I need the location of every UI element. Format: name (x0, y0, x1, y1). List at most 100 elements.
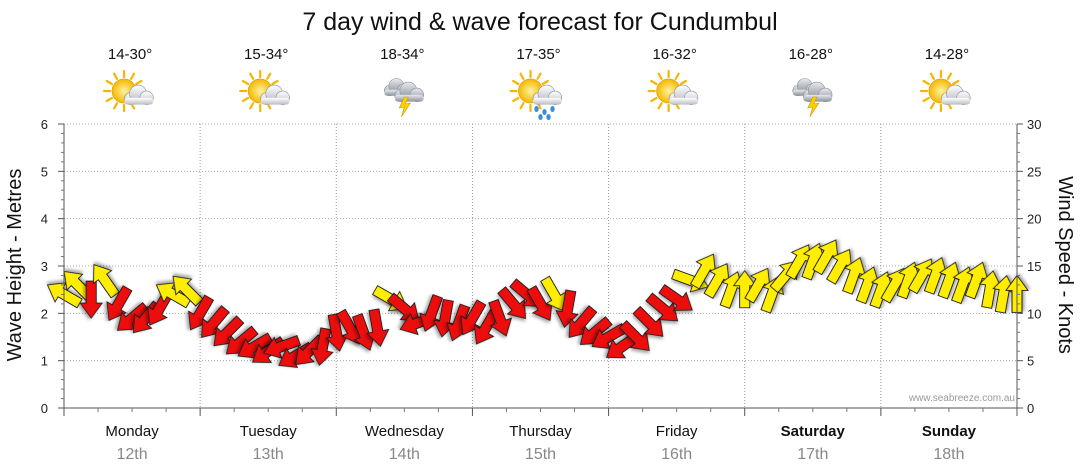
rain-drop (534, 106, 539, 112)
sun-ray (512, 96, 520, 103)
x-date-label: 18th (933, 446, 964, 463)
storm-cloud-icon (792, 78, 833, 118)
sun-ray (105, 96, 114, 103)
sun-ray (922, 96, 930, 103)
wind-arrow (79, 280, 104, 319)
sun-ray (657, 72, 663, 80)
lightning-bolt (398, 96, 411, 118)
wind-arrow (923, 256, 948, 295)
wind-arrow (689, 253, 716, 290)
rain-drop (542, 109, 547, 115)
wind-arrow (325, 313, 349, 352)
rain-drop (550, 106, 555, 112)
temperature-range: 14-28° (925, 46, 969, 63)
y-left-tick-label: 5 (41, 164, 48, 179)
y-right-tick-label: 25 (1027, 164, 1041, 179)
cloud-shape (532, 84, 563, 105)
sun-ray (105, 79, 114, 86)
wind-arrow (618, 320, 650, 351)
y-left-tick-label: 6 (41, 117, 48, 132)
wind-arrow (632, 305, 664, 337)
cloud-shape (124, 84, 154, 105)
x-day-label: Tuesday (240, 423, 297, 440)
wind-arrow (497, 286, 527, 320)
sun-ray (951, 79, 960, 86)
sun-ray (679, 79, 688, 86)
wind-arrow (568, 305, 598, 338)
cloud-base (669, 97, 698, 105)
wind-arrow (555, 289, 579, 329)
x-day-label: Wednesday (365, 423, 444, 440)
cloud-base (260, 97, 290, 105)
cloud-shape (668, 84, 699, 105)
wind-arrow (951, 266, 975, 305)
wind-arrow (526, 285, 553, 322)
wind-arrow (703, 263, 730, 299)
wind-arrow (488, 298, 513, 337)
y-left-tick-label: 0 (41, 401, 48, 416)
x-day-label: Friday (656, 423, 698, 440)
sun-ray (929, 72, 936, 80)
y-right-tick-label: 0 (1027, 401, 1034, 416)
sun-ray (536, 72, 542, 80)
sun-ray (519, 72, 525, 80)
wind-arrow (473, 308, 500, 345)
wind-arrow (732, 269, 757, 309)
wind-arrow (842, 256, 866, 295)
y-left-tick-label: 1 (41, 354, 48, 369)
x-day-label: Thursday (509, 423, 572, 440)
wind-arrows (46, 239, 1029, 368)
wind-arrow (460, 299, 487, 336)
sun-rain-icon (509, 69, 563, 120)
wind-arrow (869, 271, 894, 309)
wind-arrow (106, 285, 133, 322)
temperature-range: 16-32° (652, 46, 696, 63)
wind-arrow (310, 327, 334, 366)
wind-arrow (645, 292, 679, 322)
wind-arrow (591, 323, 628, 350)
wind-arrow (237, 332, 274, 359)
sun-ray (541, 79, 549, 86)
chart-title: 7 day wind & wave forecast for Cundumbul (302, 8, 777, 36)
sun-ray (929, 102, 936, 110)
wind-arrow (964, 261, 989, 300)
sun-ray (271, 79, 279, 86)
sun-cloud-icon (239, 69, 290, 113)
wind-arrow (540, 275, 567, 312)
y-left-tick-label: 2 (41, 306, 48, 321)
sun-ray (249, 102, 255, 110)
temperature-range: 16-28° (789, 46, 833, 63)
daily-summary-row: 14-30° 15-34° 18-34° 17-35° 16-32° 16-28° 14-2… (102, 46, 971, 120)
lightning-bolt (807, 96, 820, 118)
sun-ray (650, 79, 658, 86)
wind-arrow (116, 302, 150, 331)
rain-drop (538, 114, 543, 120)
sun-ray (922, 79, 930, 86)
cloud-shape (394, 81, 424, 102)
x-date-label: 15th (525, 446, 556, 463)
temperature-range: 17-35° (516, 46, 560, 63)
x-day-label: Saturday (781, 423, 846, 440)
y-right-tick-label: 30 (1027, 117, 1041, 132)
y-right-tick-label: 5 (1027, 354, 1034, 369)
plot-grid (64, 123, 1017, 408)
cloud-shape (260, 84, 290, 105)
storm-cloud-icon (384, 78, 424, 118)
wind-arrow (744, 267, 771, 304)
temperature-range: 14-30° (108, 46, 152, 63)
wind-arrow (801, 242, 826, 281)
y-right-tick-label: 10 (1027, 306, 1041, 321)
sun-ray (657, 102, 663, 110)
cloud-base (803, 94, 833, 102)
cloud-shape (941, 84, 971, 105)
sun-ray (946, 72, 953, 80)
wind-arrow (93, 264, 120, 299)
temperature-range: 18-34° (380, 46, 424, 63)
x-date-label: 16th (661, 446, 692, 463)
wind-arrow (46, 282, 83, 309)
sun-ray (519, 102, 525, 110)
credit-text: www.seabreeze.com.au (908, 393, 1015, 404)
wind-arrow (826, 248, 853, 285)
x-date-label: 12th (117, 446, 148, 463)
